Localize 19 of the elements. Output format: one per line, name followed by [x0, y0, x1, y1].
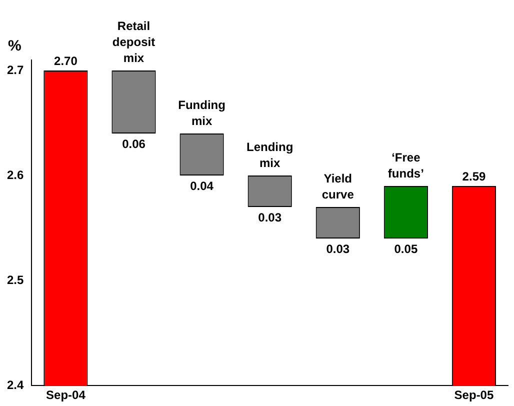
x-tick-label: Funding mix	[178, 98, 226, 128]
data-label: 0.03	[258, 210, 282, 224]
data-label: 2.59	[462, 169, 486, 184]
y-tick-label: 2.7	[6, 62, 24, 77]
x-tick-label: Retail deposit mix	[112, 18, 156, 65]
data-label: 0.03	[326, 242, 350, 256]
data-label: 0.05	[394, 242, 418, 256]
x-tick-label: Sep-05	[454, 388, 494, 402]
x-tick-label: Sep-04	[46, 388, 86, 402]
x-tick-label: Lending mix	[246, 140, 294, 170]
y-tick-label: 2.4	[6, 378, 24, 392]
x-tick-label: Yield curve	[322, 171, 354, 202]
y-tick-label: 2.6	[6, 168, 24, 182]
data-label: 0.06	[122, 136, 146, 151]
y-axis-title: %	[8, 38, 22, 55]
y-tick-label: 2.5	[6, 272, 24, 287]
data-label: 0.04	[190, 178, 214, 193]
data-label: 2.70	[54, 54, 78, 68]
x-tick-label: ‘Free funds’	[388, 150, 424, 180]
